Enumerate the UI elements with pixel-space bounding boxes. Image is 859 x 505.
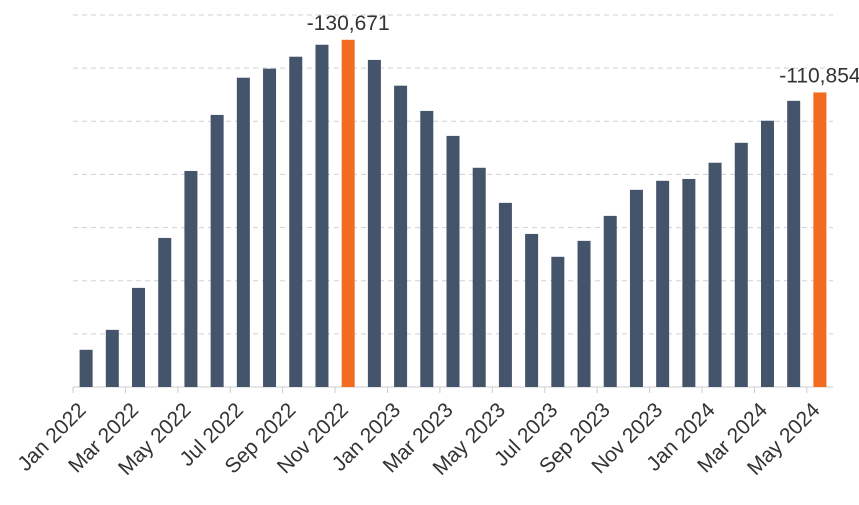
bar [79, 349, 93, 387]
bar [682, 178, 696, 387]
bar [315, 44, 329, 387]
bar [577, 240, 591, 387]
bar [525, 233, 539, 387]
bar [787, 100, 801, 387]
bar [158, 237, 172, 387]
value-label: -110,854 [779, 64, 859, 87]
bar [656, 180, 670, 387]
bar [394, 85, 408, 388]
bar [367, 59, 381, 388]
bar [760, 120, 774, 388]
bar [603, 215, 617, 387]
value-label: -130,671 [307, 12, 390, 35]
bar [184, 170, 198, 387]
bar [472, 167, 486, 387]
bar [132, 287, 146, 387]
bar [341, 39, 355, 388]
bar [289, 56, 303, 388]
bar [420, 110, 434, 388]
bar [498, 202, 512, 387]
bar [236, 77, 250, 388]
bar [629, 189, 643, 387]
bar [446, 135, 460, 387]
bar [551, 256, 565, 387]
bar [813, 92, 827, 388]
bar [210, 114, 224, 387]
bar [105, 329, 119, 387]
bar [263, 68, 277, 387]
bar [734, 142, 748, 387]
bar [708, 162, 722, 387]
